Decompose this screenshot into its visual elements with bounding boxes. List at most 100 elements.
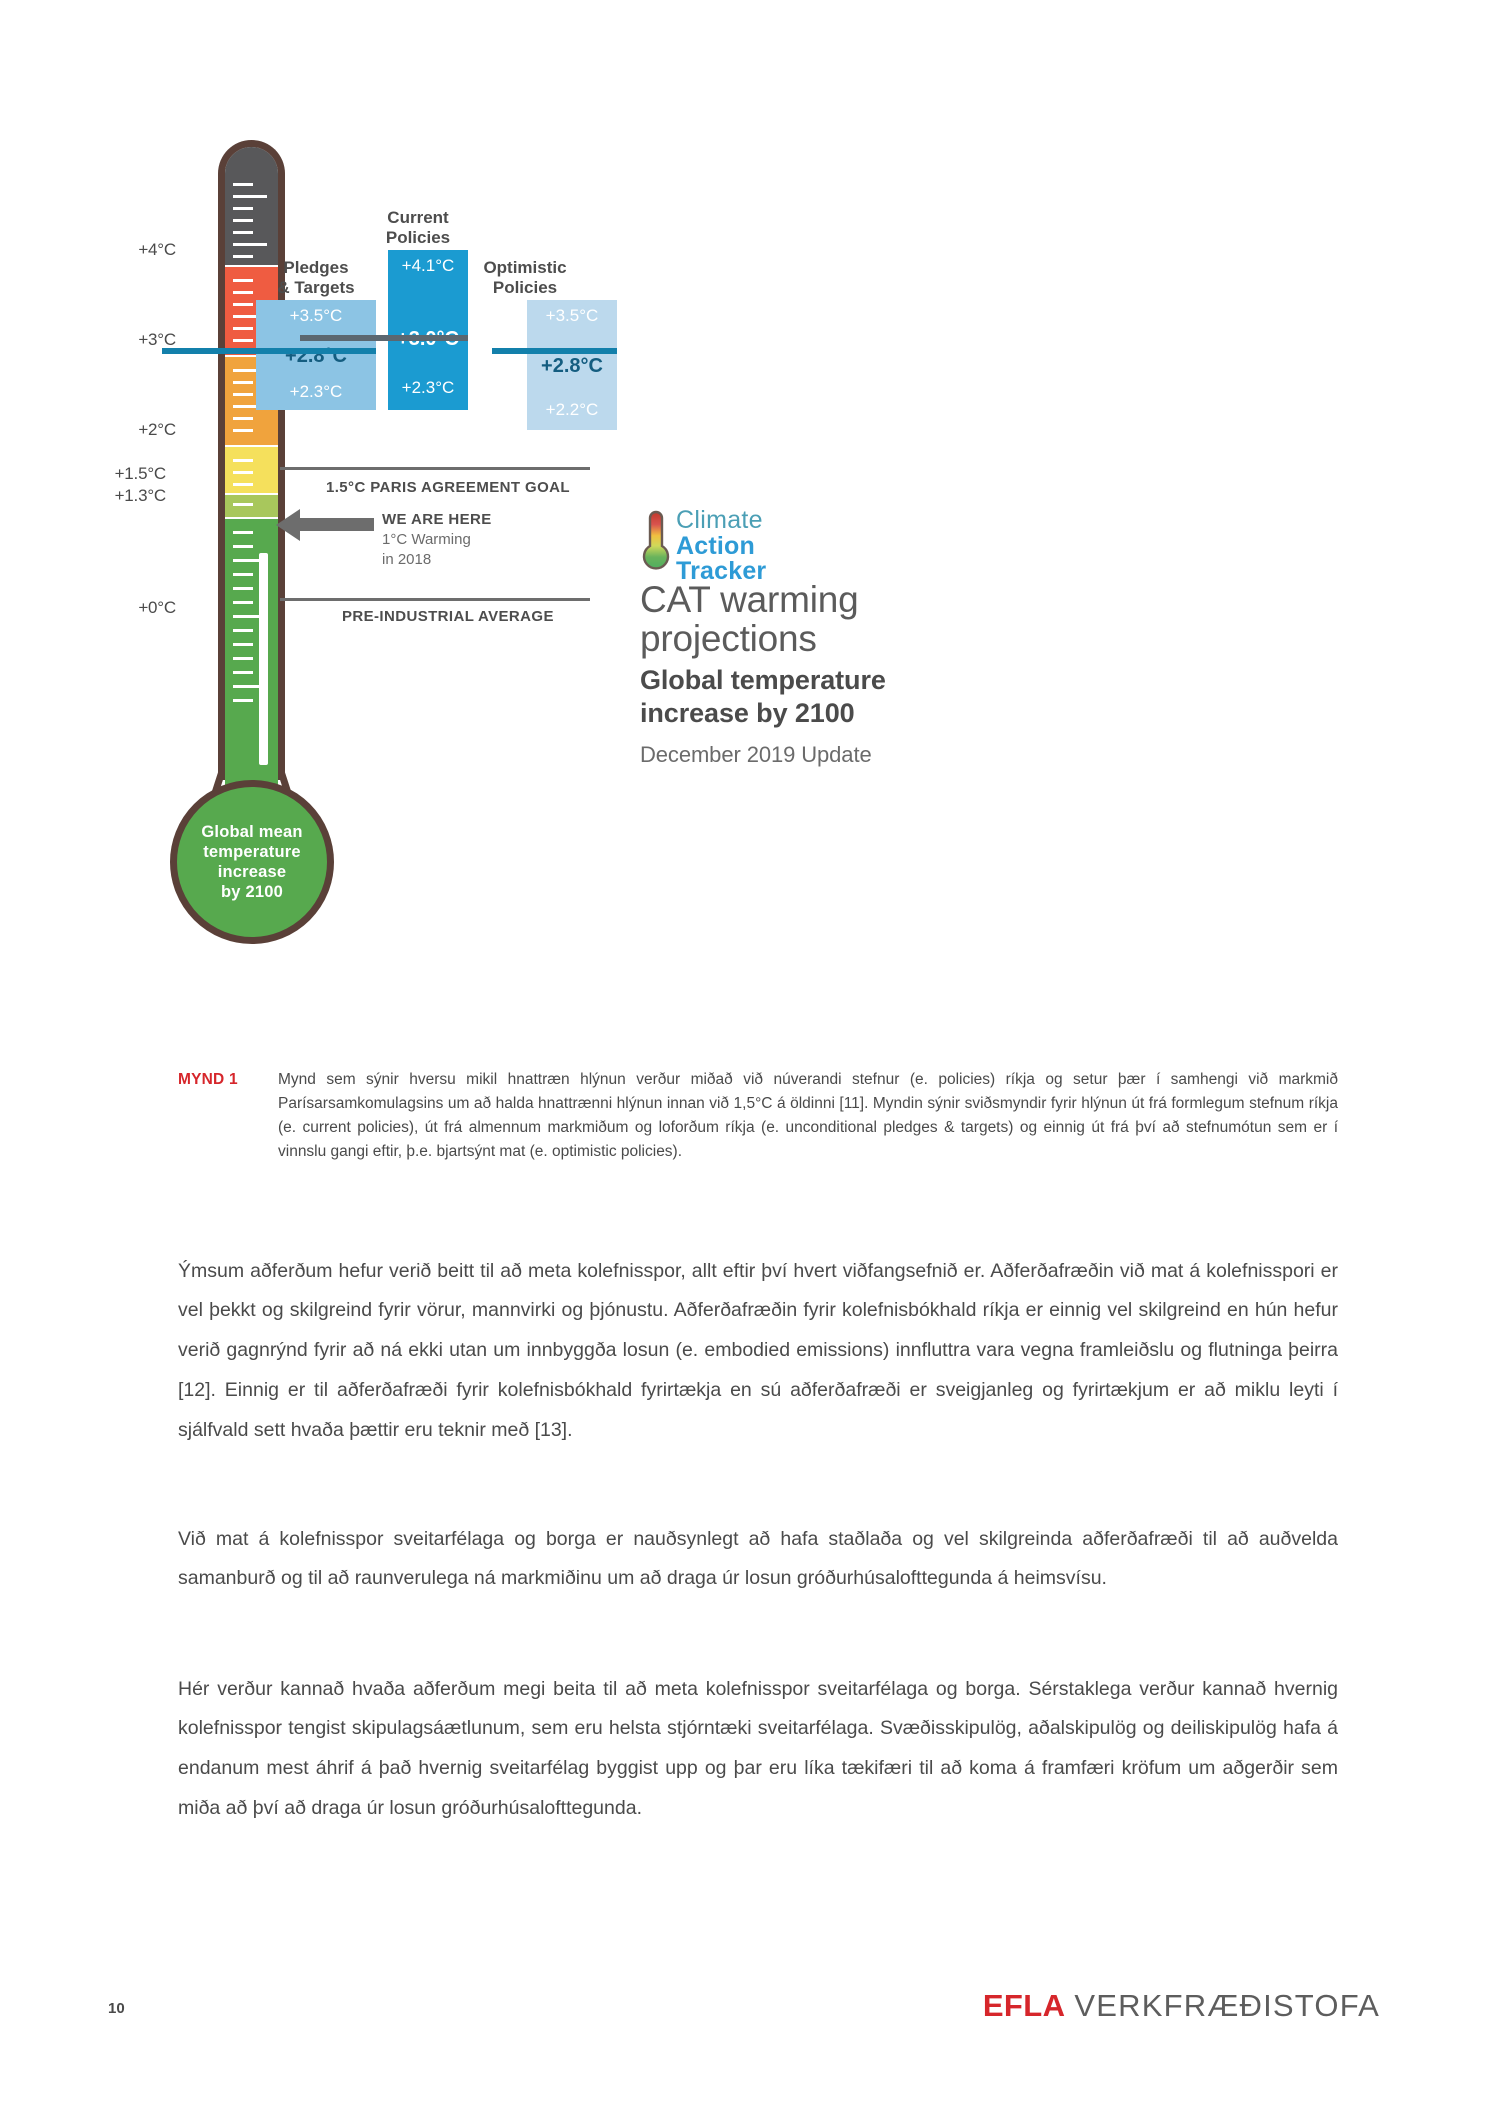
axis-label-4c: +4°C — [138, 240, 176, 259]
scenario-box-current-policies: +4.1°C +3.0°C +2.3°C — [388, 250, 468, 410]
scenario-title-line1: Current — [387, 208, 449, 227]
tick — [233, 243, 267, 246]
cat-word-action: Action — [676, 531, 755, 560]
cat-title-block: CAT warming projections Global temperatu… — [640, 580, 1060, 768]
efla-logo-mark: EFLA — [982, 1988, 1066, 2023]
band-light-green — [225, 495, 278, 517]
tick — [233, 643, 253, 646]
tick — [233, 685, 267, 688]
tick — [233, 471, 253, 474]
scenario-title-optimistic-policies: Optimistic Policies — [425, 258, 625, 299]
figure-caption-body: Mynd sem sýnir hversu mikil hnattræn hlý… — [278, 1071, 1338, 1161]
cat-subtitle-line1: Global temperature — [640, 665, 886, 696]
figure-caption-tag: MYND 1 — [178, 1071, 238, 1088]
tick — [233, 545, 253, 548]
cat-title-line2: projections — [640, 618, 817, 660]
bulb-label-line4: by 2100 — [221, 883, 283, 902]
tick — [233, 183, 253, 186]
scenario-rule-pledges-targets — [162, 348, 376, 354]
thermometer-tube — [218, 140, 285, 780]
scenario-box-pledges-targets: +3.5°C +2.8°C +2.3°C — [256, 300, 376, 410]
scenario-title-line2: Policies — [385, 228, 451, 248]
tick — [233, 405, 267, 408]
we-are-here-arrow-bar — [300, 518, 374, 531]
tick — [233, 629, 253, 632]
tick — [233, 219, 253, 222]
tick — [233, 303, 253, 306]
paris-goal-line — [280, 467, 590, 470]
scenario-high-value: +3.5°C — [289, 306, 343, 325]
bulb-label-line2: temperature — [203, 842, 301, 861]
body-paragraph-2: Við mat á kolefnisspor sveitarfélaga og … — [178, 1527, 1338, 1590]
scenario-rule-optimistic-policies — [492, 348, 617, 354]
scenario-title-line1: Pledges — [283, 258, 349, 277]
tick — [233, 255, 253, 258]
tick — [233, 393, 253, 396]
body-paragraph-3: Hér verður kannað hvaða aðferðum megi be… — [178, 1677, 1338, 1820]
band-yellow — [225, 447, 278, 493]
scenario-high-value: +3.5°C — [545, 306, 599, 325]
scenario-high-value: +4.1°C — [401, 256, 455, 275]
scenario-mid-value: +2.8°C — [541, 355, 603, 377]
tick — [233, 503, 253, 506]
scenario-title-line2: & Targets — [277, 278, 355, 298]
tick — [233, 195, 267, 198]
we-are-here-note: 1°C Warming in 2018 — [382, 530, 471, 569]
tick — [233, 459, 253, 462]
scenario-title-line2: Policies — [492, 278, 558, 298]
tick — [233, 531, 253, 534]
body-paragraph-1: Ýmsum aðferðum hefur verið beitt til að … — [178, 1259, 1338, 1442]
tick — [233, 587, 253, 590]
tick — [233, 573, 253, 576]
tick — [233, 671, 253, 674]
efla-logo: EFLA VERKFRÆÐISTOFA — [983, 1988, 1380, 2024]
tick — [233, 559, 267, 562]
tick — [233, 327, 253, 330]
figure-cat-warming-projections: +4°C +3°C +2°C +1.5°C +1.3°C +0°C — [0, 120, 1500, 1040]
tick — [233, 601, 253, 604]
bulb-label-line3: increase — [217, 863, 287, 881]
scenario-low-value: +2.3°C — [289, 382, 343, 401]
page-number: 10 — [108, 2000, 125, 2017]
axis-label-2c: +2°C — [138, 420, 176, 439]
efla-logo-word: VERKFRÆÐISTOFA — [1074, 1988, 1380, 2023]
band-gray — [225, 147, 278, 265]
tick — [233, 429, 253, 432]
tick — [233, 699, 253, 702]
pre-industrial-line — [280, 598, 590, 601]
tick — [233, 291, 253, 294]
we-are-here-note-line2: in 2018 — [382, 550, 432, 568]
tick — [233, 483, 253, 486]
cat-title-line1: CAT warming — [640, 579, 859, 620]
thermometer-bulb: Global mean temperature increase by 2100 — [170, 780, 334, 944]
scenario-title-line1: Optimistic — [483, 258, 567, 277]
tick — [233, 417, 253, 420]
scenario-rule-current-policies — [300, 335, 468, 341]
tick — [233, 279, 253, 282]
cat-subtitle-line2: increase by 2100 — [640, 698, 855, 729]
tick — [233, 339, 253, 342]
scenario-title-current-policies: Current Policies — [318, 208, 518, 249]
tick — [233, 315, 267, 318]
paris-goal-label: 1.5°C PARIS AGREEMENT GOAL — [326, 479, 570, 496]
scenario-box-optimistic-policies: +3.5°C +2.8°C +2.2°C — [527, 300, 617, 430]
figure-caption: MYND 1 Mynd sem sýnir hversu mikil hnatt… — [178, 1068, 1338, 1164]
bulb-label-line1: Global mean — [201, 822, 303, 841]
scenario-low-value: +2.2°C — [545, 400, 599, 419]
cat-update-date: December 2019 Update — [640, 742, 872, 768]
tick — [233, 231, 253, 234]
axis-label-1-5c: +1.5°C — [114, 464, 167, 483]
tick — [233, 207, 253, 210]
tick — [233, 369, 267, 372]
scenario-low-value: +2.3°C — [401, 378, 455, 397]
we-are-here-note-line1: 1°C Warming — [382, 531, 471, 548]
tick — [233, 381, 253, 384]
tick — [233, 615, 267, 618]
axis-label-1-3c: +1.3°C — [114, 486, 167, 505]
we-are-here-label: WE ARE HERE — [382, 511, 492, 528]
axis-label-0c: +0°C — [138, 598, 176, 617]
cat-word-tracker: Tracker — [676, 557, 767, 585]
tick — [233, 657, 253, 660]
we-are-here-arrow-head — [276, 509, 300, 541]
mercury-column — [259, 553, 268, 765]
